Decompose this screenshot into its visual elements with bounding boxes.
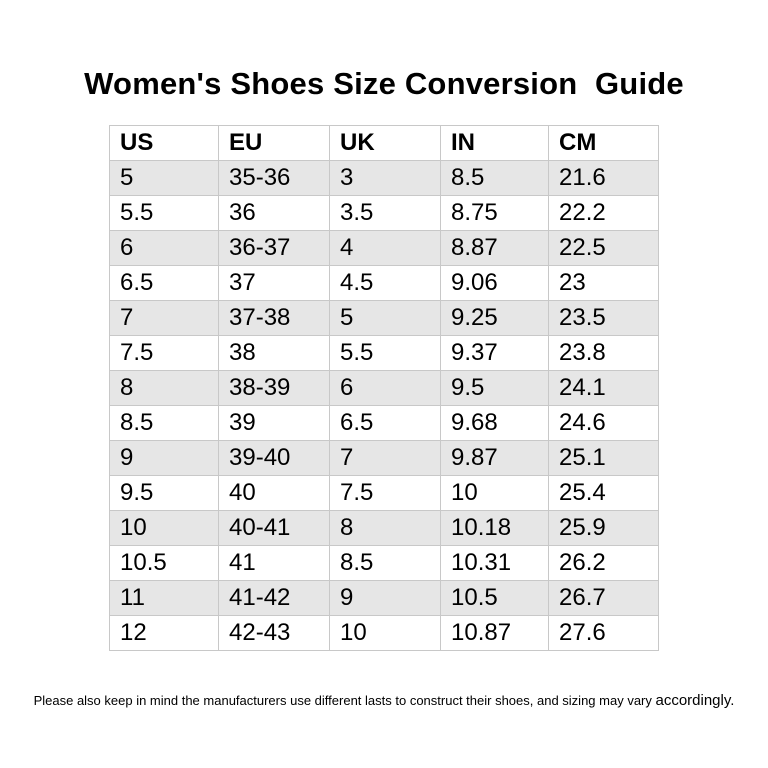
table-cell-cm: 26.2 [548,545,659,581]
table-cell-in: 10 [440,475,549,511]
table-row: 10 40-41 8 10.18 25.9 [109,510,659,546]
table-cell-uk: 3 [329,160,441,196]
table-row: 8.5 39 6.5 9.68 24.6 [109,405,659,441]
table-cell-cm: 21.6 [548,160,659,196]
table-row: 7 37-38 5 9.25 23.5 [109,300,659,336]
table-cell-uk: 3.5 [329,195,441,231]
table-cell-uk: 8 [329,510,441,546]
table-cell-eu: 35-36 [218,160,330,196]
table-cell-uk: 7.5 [329,475,441,511]
table-row: 5 35-36 3 8.5 21.6 [109,160,659,196]
table-cell-cm: 25.1 [548,440,659,476]
table-cell-in: 10.5 [440,580,549,616]
column-header-in: IN [440,125,549,161]
table-cell-eu: 38-39 [218,370,330,406]
table-cell-eu: 39 [218,405,330,441]
table-row: 10.5 41 8.5 10.31 26.2 [109,545,659,581]
table-cell-in: 8.5 [440,160,549,196]
table-cell-in: 10.87 [440,615,549,651]
table-row: 6.5 37 4.5 9.06 23 [109,265,659,301]
table-cell-cm: 23.5 [548,300,659,336]
table-cell-cm: 22.2 [548,195,659,231]
table-cell-us: 9.5 [109,475,219,511]
table-cell-us: 7.5 [109,335,219,371]
table-body: 5 35-36 3 8.5 21.6 5.5 36 3.5 8.75 22.2 6 36-37 4 8.8… [109,160,659,651]
table-row: 8 38-39 6 9.5 24.1 [109,370,659,406]
column-header-eu: EU [218,125,330,161]
table-cell-eu: 41-42 [218,580,330,616]
table-cell-uk: 4.5 [329,265,441,301]
table-cell-cm: 25.4 [548,475,659,511]
table-cell-cm: 23.8 [548,335,659,371]
table-cell-in: 9.5 [440,370,549,406]
table-cell-in: 9.68 [440,405,549,441]
table-cell-uk: 6.5 [329,405,441,441]
table-cell-uk: 7 [329,440,441,476]
table-cell-in: 9.25 [440,300,549,336]
table-cell-eu: 37 [218,265,330,301]
column-header-us: US [109,125,219,161]
table-cell-us: 6.5 [109,265,219,301]
table-cell-in: 9.37 [440,335,549,371]
table-cell-us: 8.5 [109,405,219,441]
table-cell-cm: 24.1 [548,370,659,406]
table-cell-in: 10.31 [440,545,549,581]
table-cell-uk: 4 [329,230,441,266]
footnote: Please also keep in mind the manufacture… [0,692,768,709]
table-cell-us: 9 [109,440,219,476]
table-cell-in: 10.18 [440,510,549,546]
table-cell-eu: 40 [218,475,330,511]
table-cell-us: 8 [109,370,219,406]
table-cell-cm: 27.6 [548,615,659,651]
table-cell-eu: 39-40 [218,440,330,476]
table-row: 11 41-42 9 10.5 26.7 [109,580,659,616]
table-cell-us: 5 [109,160,219,196]
table-cell-uk: 5 [329,300,441,336]
table-cell-us: 12 [109,615,219,651]
table-row: 6 36-37 4 8.87 22.5 [109,230,659,266]
table-cell-in: 9.87 [440,440,549,476]
table-row: 7.5 38 5.5 9.37 23.8 [109,335,659,371]
table-cell-us: 10.5 [109,545,219,581]
table-cell-cm: 25.9 [548,510,659,546]
column-header-cm: CM [548,125,659,161]
table-cell-us: 6 [109,230,219,266]
table-cell-eu: 38 [218,335,330,371]
table-row: 9 39-40 7 9.87 25.1 [109,440,659,476]
table-cell-uk: 9 [329,580,441,616]
table-cell-cm: 23 [548,265,659,301]
table-cell-eu: 37-38 [218,300,330,336]
footnote-end-text: accordingly. [655,692,735,709]
table-header-row: US EU UK IN CM [109,125,659,161]
table-cell-uk: 6 [329,370,441,406]
column-header-uk: UK [329,125,441,161]
table-cell-uk: 8.5 [329,545,441,581]
table-cell-cm: 26.7 [548,580,659,616]
table-cell-eu: 36-37 [218,230,330,266]
table-row: 12 42-43 10 10.87 27.6 [109,615,659,651]
table-cell-uk: 10 [329,615,441,651]
size-conversion-table: US EU UK IN CM 5 35-36 3 8.5 21.6 5.5 36 3.5 8.7… [109,125,659,651]
page-title: Women's Shoes Size Conversion Guide [84,66,684,101]
table-cell-uk: 5.5 [329,335,441,371]
table-cell-in: 9.06 [440,265,549,301]
table-cell-cm: 22.5 [548,230,659,266]
table-row: 9.5 40 7.5 10 25.4 [109,475,659,511]
table-cell-cm: 24.6 [548,405,659,441]
table-cell-us: 7 [109,300,219,336]
table-cell-us: 10 [109,510,219,546]
table-cell-eu: 42-43 [218,615,330,651]
table-cell-in: 8.87 [440,230,549,266]
table-cell-us: 5.5 [109,195,219,231]
footnote-text: Please also keep in mind the manufacture… [33,693,656,708]
table-cell-eu: 36 [218,195,330,231]
table-cell-eu: 41 [218,545,330,581]
table-cell-us: 11 [109,580,219,616]
table-cell-in: 8.75 [440,195,549,231]
table-row: 5.5 36 3.5 8.75 22.2 [109,195,659,231]
table-cell-eu: 40-41 [218,510,330,546]
